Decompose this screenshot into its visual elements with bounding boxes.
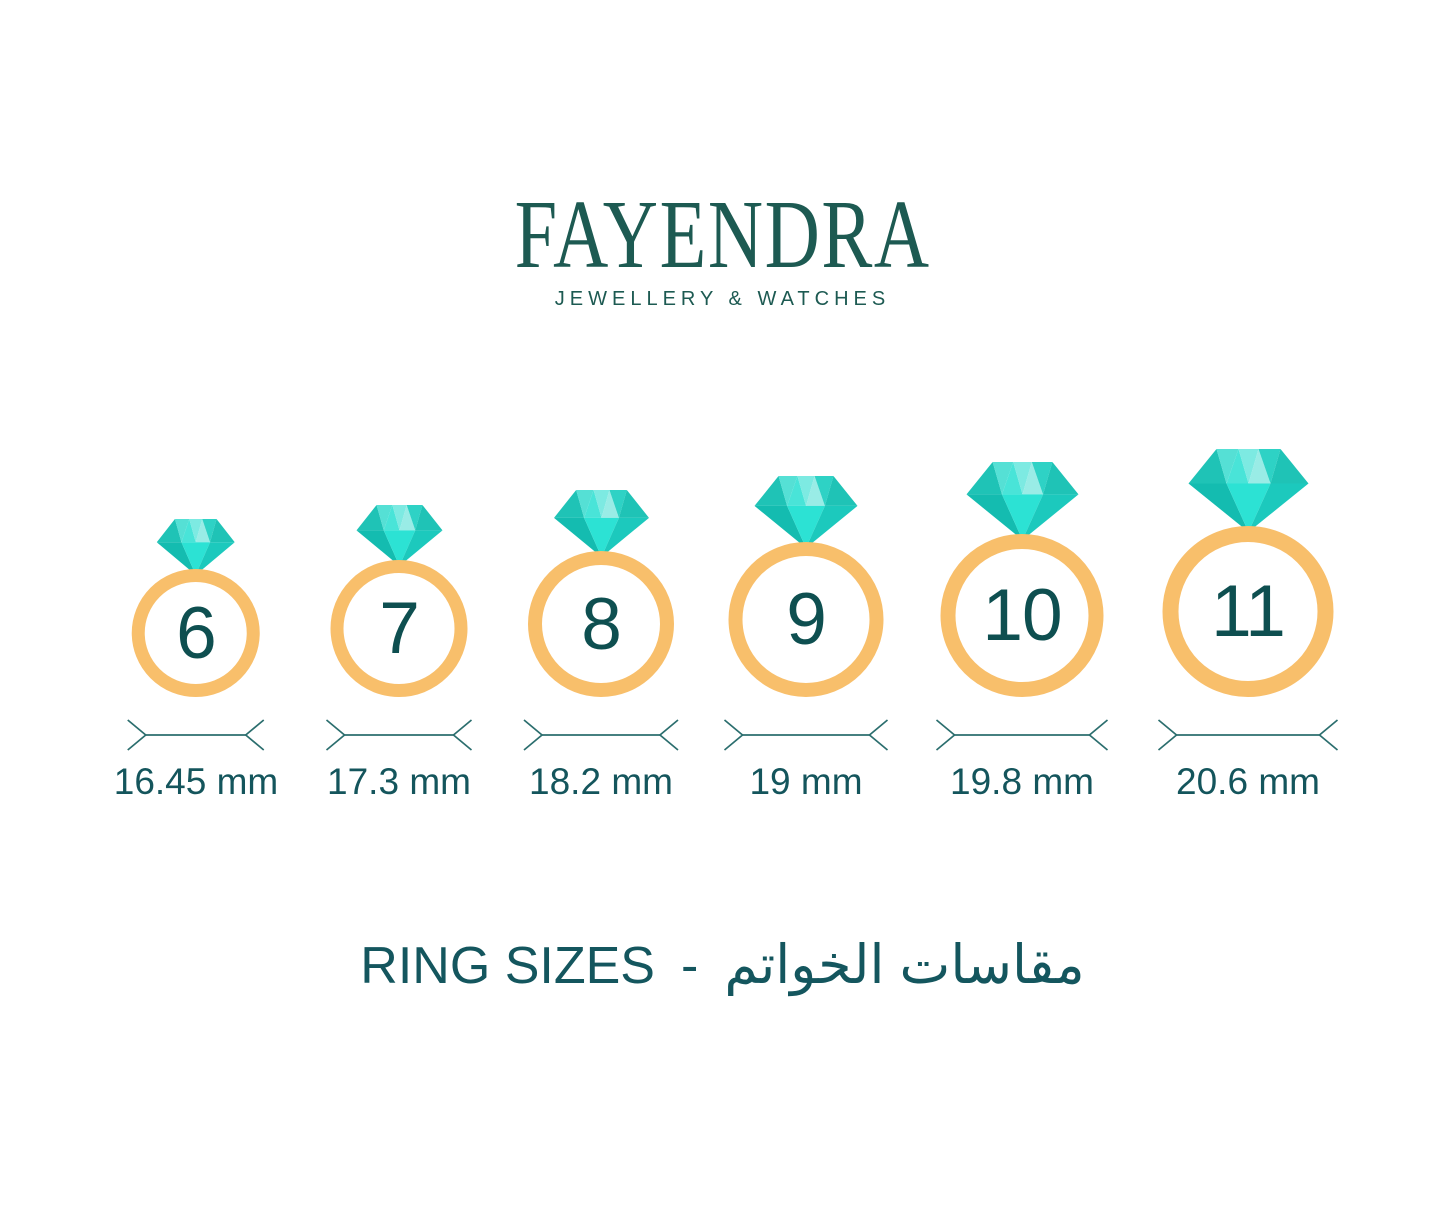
ring-band: 8	[528, 551, 674, 697]
diameter-label: 17.3 mm	[327, 761, 471, 802]
ring-band: 10	[940, 534, 1104, 697]
measure-arrows-icon	[523, 719, 679, 751]
ring-band: 11	[1162, 526, 1334, 697]
title-separator: -	[680, 937, 699, 995]
diameter-label: 19 mm	[749, 761, 863, 802]
diamond-icon	[1188, 449, 1308, 532]
chart-title-ar: مقاسات الخواتم	[724, 935, 1085, 995]
diameter-label: 20.6 mm	[1176, 761, 1320, 802]
brand-logo: FAYENDRA JEWELLERY & WATCHES	[0, 186, 1445, 311]
diameter-label: 19.8 mm	[950, 761, 1094, 802]
diamond-icon	[966, 462, 1078, 540]
diamond-icon	[156, 519, 235, 575]
chart-title: RING SIZES - مقاسات الخواتم	[0, 933, 1445, 996]
diamond-icon	[754, 476, 858, 548]
measure-arrows-icon	[127, 719, 265, 751]
ring-size-number: 11	[1211, 571, 1286, 652]
measure-arrows-icon	[1157, 719, 1339, 751]
ring-size-number: 6	[176, 592, 217, 674]
brand-name: FAYENDRA	[514, 181, 931, 289]
diameter-label: 18.2 mm	[529, 761, 673, 802]
ring-size-number: 7	[379, 588, 420, 669]
diameter-label: 16.45 mm	[113, 761, 279, 802]
ring-item-8: 8 18.2 mm	[523, 490, 679, 803]
diamond-icon	[553, 490, 649, 557]
brand-tagline: JEWELLERY & WATCHES	[554, 288, 891, 310]
ring-item-11: 11 20.6 mm	[1157, 449, 1339, 803]
ring-item-6: 6 16.45 mm	[113, 519, 279, 803]
chart-title-en: RING SIZES	[360, 937, 655, 995]
diamond-icon	[356, 505, 442, 566]
ring-band: 7	[330, 560, 468, 697]
ring-item-10: 10 19.8 mm	[935, 462, 1109, 803]
measure-arrows-icon	[325, 719, 473, 751]
ring-size-number: 8	[581, 583, 622, 665]
ring-band: 9	[728, 542, 884, 697]
ring-item-9: 9 19 mm	[723, 476, 889, 803]
ring-item-7: 7 17.3 mm	[325, 505, 473, 803]
ring-band: 6	[131, 569, 260, 697]
ring-size-number: 10	[982, 575, 1062, 656]
measure-arrows-icon	[935, 719, 1109, 751]
measure-arrows-icon	[723, 719, 889, 751]
ring-size-number: 9	[786, 579, 827, 660]
